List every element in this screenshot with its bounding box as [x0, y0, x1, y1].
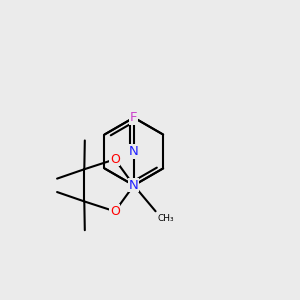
Text: N: N — [129, 145, 139, 158]
Text: B: B — [129, 179, 138, 192]
Text: CH₃: CH₃ — [157, 214, 174, 223]
Text: O: O — [110, 205, 120, 218]
Text: N: N — [129, 179, 139, 192]
Text: F: F — [130, 111, 138, 124]
Text: O: O — [110, 153, 120, 166]
